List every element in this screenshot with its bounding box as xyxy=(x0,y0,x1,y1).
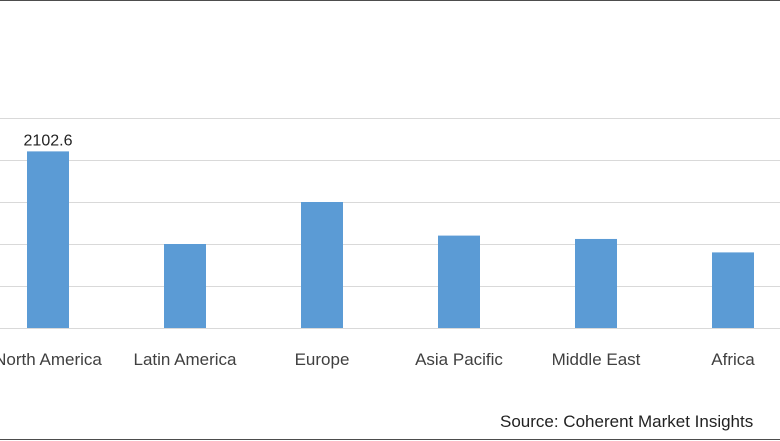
category-label: Middle East xyxy=(552,350,641,369)
bar xyxy=(301,202,343,328)
bar xyxy=(575,238,617,328)
bar xyxy=(712,252,754,328)
source-note: Source: Coherent Market Insights xyxy=(500,412,754,431)
category-label: Europe xyxy=(295,350,350,369)
category-label: Asia Pacific xyxy=(415,350,503,369)
bar xyxy=(27,151,69,328)
data-label: 2102.6 xyxy=(24,132,73,149)
category-label: Africa xyxy=(711,350,755,369)
bar xyxy=(438,235,480,328)
category-label: North America xyxy=(0,350,102,369)
category-label: Latin America xyxy=(134,350,238,369)
bar xyxy=(164,244,206,328)
